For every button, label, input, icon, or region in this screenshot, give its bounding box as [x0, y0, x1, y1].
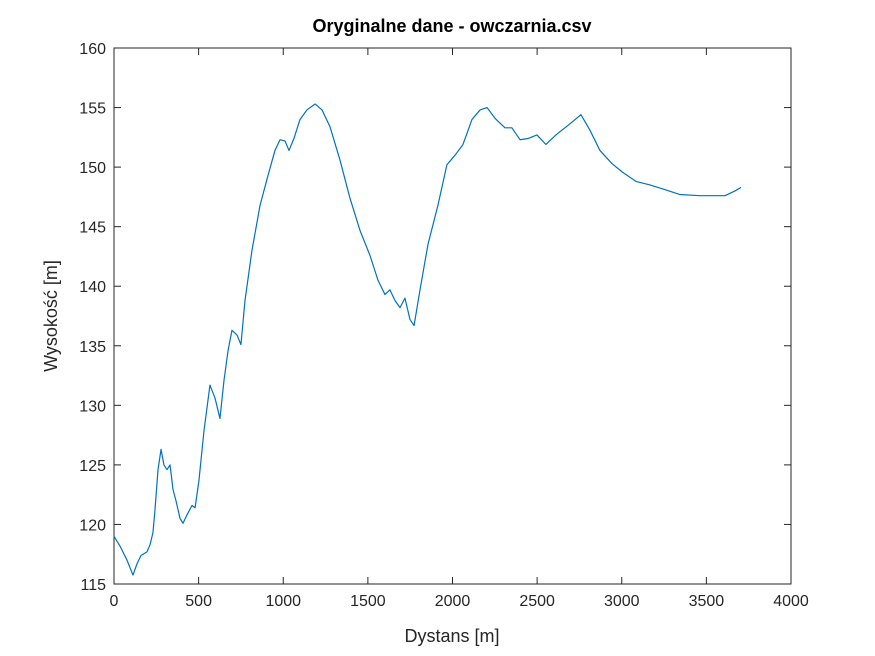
- y-tick-label: 160: [79, 41, 106, 58]
- y-tick-label: 115: [80, 577, 106, 594]
- x-tick-label: 3500: [689, 593, 725, 610]
- x-tick-label: 4000: [773, 593, 809, 610]
- x-tick-label: 3000: [604, 593, 640, 610]
- y-tick-label: 150: [79, 160, 106, 177]
- x-axis-label: Dystans [m]: [404, 626, 499, 646]
- x-tick-label: 0: [110, 593, 119, 610]
- x-tick-label: 1500: [350, 593, 386, 610]
- x-tick-label: 1000: [265, 593, 301, 610]
- y-tick-label: 155: [79, 101, 106, 118]
- y-tick-label: 135: [79, 339, 106, 356]
- x-tick-label: 500: [185, 593, 212, 610]
- y-tick-label: 140: [79, 279, 106, 296]
- y-tick-label: 125: [79, 458, 106, 475]
- y-axis-label: Wysokość [m]: [41, 260, 61, 372]
- x-tick-label: 2000: [435, 593, 471, 610]
- y-tick-label: 145: [79, 220, 106, 237]
- data-line: [113, 103, 742, 576]
- y-tick-label: 120: [79, 517, 106, 534]
- y-tick-label: 130: [79, 398, 106, 415]
- x-tick-label: 2500: [519, 593, 555, 610]
- chart-title: Oryginalne dane - owczarnia.csv: [312, 16, 591, 36]
